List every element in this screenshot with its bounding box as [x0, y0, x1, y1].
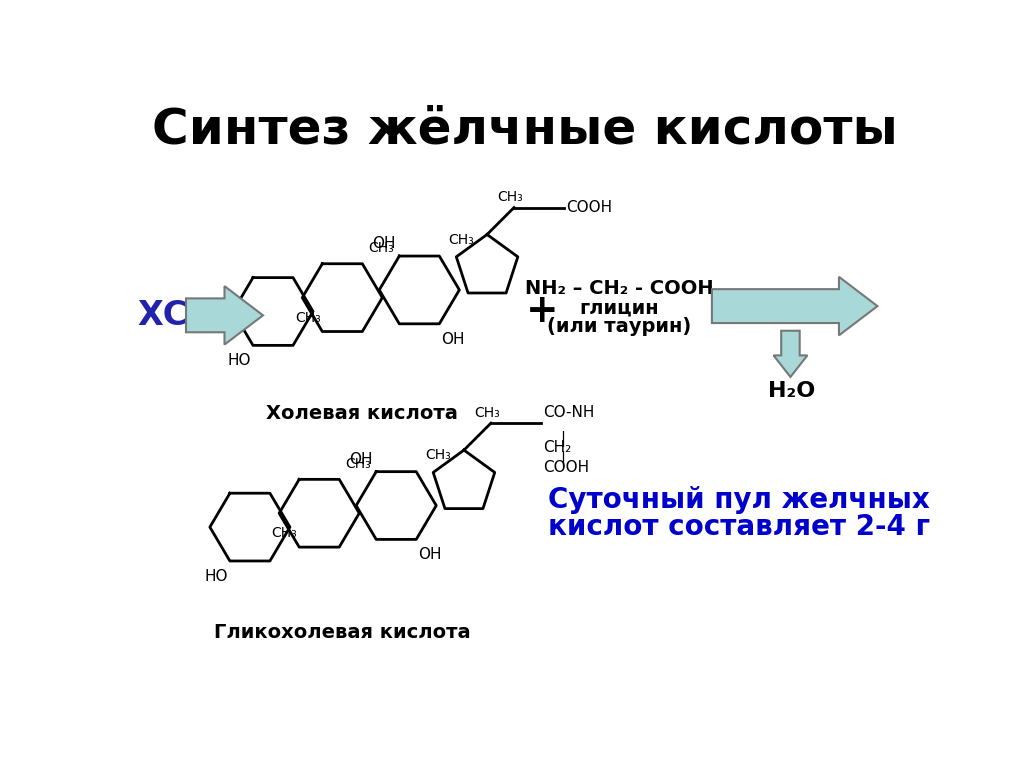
Text: H₂O: H₂O: [768, 380, 815, 401]
Text: CH₃: CH₃: [271, 526, 297, 540]
Text: CH₂: CH₂: [544, 440, 571, 455]
Text: CH₃: CH₃: [449, 233, 474, 247]
Text: OH: OH: [441, 331, 464, 347]
Polygon shape: [186, 286, 263, 344]
Text: Холевая кислота: Холевая кислота: [265, 404, 458, 423]
Text: COOH: COOH: [566, 200, 612, 215]
Text: HO: HO: [205, 568, 228, 584]
Text: кислот составляет 2-4 г: кислот составляет 2-4 г: [548, 513, 930, 541]
Text: +: +: [526, 292, 559, 331]
Text: |: |: [560, 451, 565, 467]
Text: CO-NH: CO-NH: [544, 405, 595, 420]
Text: глицин: глицин: [580, 298, 659, 317]
Text: |: |: [560, 431, 565, 447]
Text: Гликохолевая кислота: Гликохолевая кислота: [214, 624, 471, 642]
Text: ХС: ХС: [138, 299, 188, 332]
Text: CH₃: CH₃: [425, 449, 451, 463]
Text: OH: OH: [372, 236, 395, 252]
Polygon shape: [773, 331, 807, 377]
Polygon shape: [712, 277, 878, 335]
Text: HO: HO: [228, 353, 252, 368]
Text: CH₃: CH₃: [345, 457, 371, 471]
Text: CH₃: CH₃: [474, 406, 500, 420]
Text: CH₃: CH₃: [295, 311, 321, 324]
Text: NH₂ – CH₂ - COOH: NH₂ – CH₂ - COOH: [525, 279, 714, 298]
Text: OH: OH: [418, 547, 441, 562]
Text: Синтез жёлчные кислоты: Синтез жёлчные кислоты: [152, 105, 898, 153]
Text: Суточный пул желчных: Суточный пул желчных: [548, 486, 930, 514]
Text: (или таурин): (или таурин): [548, 318, 691, 337]
Text: CH₃: CH₃: [368, 242, 393, 255]
Text: CH₃: CH₃: [498, 190, 523, 205]
Text: COOH: COOH: [544, 460, 590, 475]
Text: OH: OH: [349, 452, 373, 467]
